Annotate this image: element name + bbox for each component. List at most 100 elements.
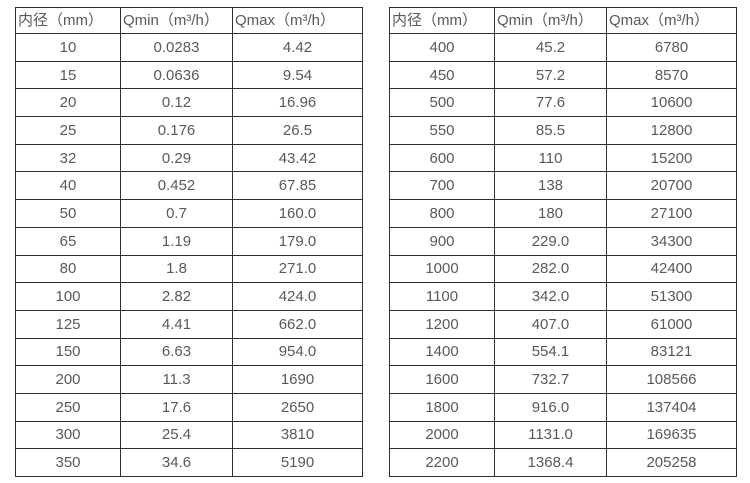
table-cell: 1690 xyxy=(232,365,363,394)
table-row: 900 229.0 34300 xyxy=(389,226,737,256)
table-cell: 160.0 xyxy=(232,199,363,228)
table-cell: 424.0 xyxy=(232,282,363,311)
table-cell: 0.12 xyxy=(120,88,233,118)
table-row: 1400 554.1 83121 xyxy=(389,337,737,367)
table-cell: 51300 xyxy=(606,282,737,311)
table-cell: 250 xyxy=(15,392,121,422)
table-row: 20 0.12 16.96 xyxy=(15,88,363,118)
table-row: 65 1.19 179.0 xyxy=(15,226,363,256)
flow-range-table-small-diameters: 内径（mm） Qmin（m³/h） Qmax（m³/h） 10 0.0283 4.42 15… xyxy=(15,7,363,477)
table-cell: 350 xyxy=(15,448,121,477)
table-row: 10 0.0283 4.42 xyxy=(15,33,363,62)
table-cell: 5190 xyxy=(232,448,363,477)
column-header: Qmax（m³/h） xyxy=(606,7,737,34)
table-cell: 169635 xyxy=(606,420,737,450)
table-cell: 200 xyxy=(15,365,121,394)
table-cell: 15 xyxy=(15,60,121,90)
table-row: 1200 407.0 61000 xyxy=(389,309,737,339)
table-cell: 125 xyxy=(15,309,121,339)
table-row: 1600 732.7 108566 xyxy=(389,365,737,394)
table-cell: 2200 xyxy=(389,448,495,477)
table-row: 15 0.0636 9.54 xyxy=(15,60,363,90)
table-cell: 0.176 xyxy=(120,116,233,145)
table-row: 80 1.8 271.0 xyxy=(15,254,363,284)
table-row: 100 2.82 424.0 xyxy=(15,282,363,311)
table-cell: 0.0283 xyxy=(120,33,233,62)
table-cell: 342.0 xyxy=(494,282,607,311)
table-cell: 25 xyxy=(15,116,121,145)
table-cell: 300 xyxy=(15,420,121,450)
table-cell: 77.6 xyxy=(494,88,607,118)
table-cell: 65 xyxy=(15,226,121,256)
table-cell: 500 xyxy=(389,88,495,118)
table-cell: 662.0 xyxy=(232,309,363,339)
column-header: Qmax（m³/h） xyxy=(232,7,363,34)
table-cell: 2000 xyxy=(389,420,495,450)
table-cell: 108566 xyxy=(606,365,737,394)
column-header: 内径（mm） xyxy=(389,7,495,34)
table-row: 40 0.452 67.85 xyxy=(15,171,363,201)
table-cell: 27100 xyxy=(606,199,737,228)
table-cell: 407.0 xyxy=(494,309,607,339)
table-cell: 6780 xyxy=(606,33,737,62)
table-cell: 34300 xyxy=(606,226,737,256)
flow-range-table-large-diameters: 内径（mm） Qmin（m³/h） Qmax（m³/h） 400 45.2 6780 450… xyxy=(389,7,737,477)
table-cell: 16.96 xyxy=(232,88,363,118)
table-cell: 80 xyxy=(15,254,121,284)
table-cell: 1100 xyxy=(389,282,495,311)
table-row: 150 6.63 954.0 xyxy=(15,337,363,367)
table-cell: 1.8 xyxy=(120,254,233,284)
table-cell: 15200 xyxy=(606,143,737,173)
table-cell: 954.0 xyxy=(232,337,363,367)
table-row: 2200 1368.4 205258 xyxy=(389,448,737,477)
table-cell: 1400 xyxy=(389,337,495,367)
table-cell: 110 xyxy=(494,143,607,173)
table-cell: 180 xyxy=(494,199,607,228)
header-row: 内径（mm） Qmin（m³/h） Qmax（m³/h） xyxy=(15,7,363,34)
table-cell: 138 xyxy=(494,171,607,201)
table-cell: 61000 xyxy=(606,309,737,339)
column-header: 内径（mm） xyxy=(15,7,121,34)
table-cell: 32 xyxy=(15,143,121,173)
table-row: 25 0.176 26.5 xyxy=(15,116,363,145)
table-cell: 229.0 xyxy=(494,226,607,256)
table-cell: 700 xyxy=(389,171,495,201)
table-row: 200 11.3 1690 xyxy=(15,365,363,394)
table-cell: 6.63 xyxy=(120,337,233,367)
table-cell: 282.0 xyxy=(494,254,607,284)
table-cell: 732.7 xyxy=(494,365,607,394)
table-row: 450 57.2 8570 xyxy=(389,60,737,90)
table-cell: 450 xyxy=(389,60,495,90)
table-cell: 0.7 xyxy=(120,199,233,228)
table-cell: 137404 xyxy=(606,392,737,422)
column-header: Qmin（m³/h） xyxy=(120,7,233,34)
table-cell: 10600 xyxy=(606,88,737,118)
table-cell: 12800 xyxy=(606,116,737,145)
table-cell: 1200 xyxy=(389,309,495,339)
table-cell: 550 xyxy=(389,116,495,145)
table-cell: 150 xyxy=(15,337,121,367)
table-row: 32 0.29 43.42 xyxy=(15,143,363,173)
table-row: 2000 1131.0 169635 xyxy=(389,420,737,450)
table-row: 600 110 15200 xyxy=(389,143,737,173)
table-cell: 1131.0 xyxy=(494,420,607,450)
table-cell: 42400 xyxy=(606,254,737,284)
table-cell: 1600 xyxy=(389,365,495,394)
table-cell: 2650 xyxy=(232,392,363,422)
table-cell: 4.41 xyxy=(120,309,233,339)
table-cell: 800 xyxy=(389,199,495,228)
table-row: 300 25.4 3810 xyxy=(15,420,363,450)
table-cell: 0.29 xyxy=(120,143,233,173)
table-cell: 83121 xyxy=(606,337,737,367)
table-cell: 17.6 xyxy=(120,392,233,422)
table-cell: 1800 xyxy=(389,392,495,422)
table-row: 500 77.6 10600 xyxy=(389,88,737,118)
table-row: 1100 342.0 51300 xyxy=(389,282,737,311)
table-cell: 25.4 xyxy=(120,420,233,450)
table-row: 125 4.41 662.0 xyxy=(15,309,363,339)
table-cell: 4.42 xyxy=(232,33,363,62)
table-row: 350 34.6 5190 xyxy=(15,448,363,477)
table-cell: 45.2 xyxy=(494,33,607,62)
table-cell: 40 xyxy=(15,171,121,201)
